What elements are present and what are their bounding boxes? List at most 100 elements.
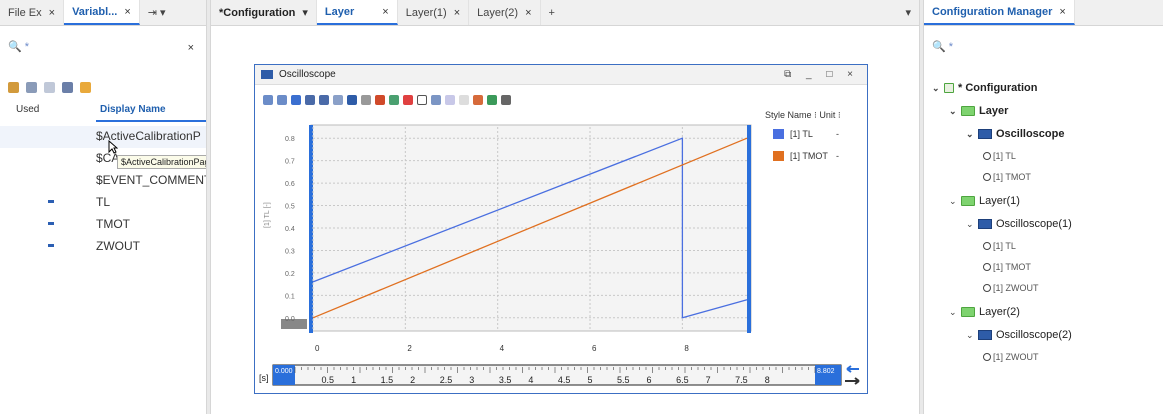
- tree-item-signal[interactable]: [1] ZWOUT: [983, 283, 1039, 293]
- tab-configuration[interactable]: *Configuration ▾: [211, 0, 317, 25]
- arrow-right-icon[interactable]: [845, 377, 860, 385]
- oscilloscope-titlebar[interactable]: Oscilloscope: [255, 65, 867, 85]
- range-start-handle[interactable]: [273, 365, 295, 385]
- table-icon[interactable]: [8, 82, 19, 93]
- filter-icon[interactable]: [44, 82, 55, 93]
- add-tab-button[interactable]: +: [541, 0, 563, 25]
- list-item[interactable]: ZWOUT: [96, 239, 140, 253]
- legend-item[interactable]: [1] TMOT -: [773, 151, 839, 161]
- close-icon[interactable]: ×: [382, 5, 389, 18]
- list-item[interactable]: TMOT: [96, 217, 130, 231]
- plus-icon: +: [548, 6, 555, 19]
- tree-item-scope[interactable]: ⌄ Oscilloscope: [966, 128, 1064, 140]
- layout-icon[interactable]: [501, 95, 511, 105]
- tab-variables[interactable]: Variabl... ×: [64, 0, 140, 25]
- frame-icon[interactable]: [417, 95, 427, 105]
- chevron-down-icon[interactable]: ⌄: [966, 218, 974, 229]
- zoom-out-icon[interactable]: [277, 95, 287, 105]
- list-item[interactable]: $CA: [96, 151, 120, 165]
- list-item[interactable]: TL: [96, 195, 111, 209]
- chevron-down-icon[interactable]: ⌄: [949, 306, 957, 317]
- chevron-down-icon[interactable]: ⌄: [949, 195, 957, 206]
- tab-configuration-manager[interactable]: Configuration Manager ×: [924, 0, 1075, 25]
- zoom-in-icon[interactable]: [263, 95, 273, 105]
- search-input[interactable]: 🔍 *: [8, 41, 30, 53]
- image-icon[interactable]: [431, 95, 441, 105]
- time-tick-label: 7.5: [735, 375, 748, 385]
- tree-icon[interactable]: [487, 95, 497, 105]
- tree-item-signal[interactable]: [1] TMOT: [983, 262, 1031, 272]
- autoscale-icon[interactable]: [291, 95, 301, 105]
- tree-item-scope[interactable]: ⌄ Oscilloscope(1): [966, 218, 1072, 230]
- grid-icon[interactable]: [389, 95, 399, 105]
- tree-item-label: [1] TL: [993, 241, 1016, 251]
- list-item[interactable]: $EVENT_COMMENT: [96, 173, 212, 187]
- chevron-down-icon[interactable]: ▾: [302, 7, 308, 19]
- window-buttons[interactable]: ⧉ _ □ ×: [784, 69, 859, 80]
- tree-item-signal[interactable]: [1] TL: [983, 151, 1016, 161]
- legend-item[interactable]: [1] TL -: [773, 129, 839, 139]
- selected-row[interactable]: [0, 126, 206, 148]
- time-axis[interactable]: [s] 0.000 8.802 0.5 1 1.5 2 2.5 3 3.5 4 4.5 5 5.5 6…: [259, 361, 863, 391]
- y-tick-label: 0.6: [285, 181, 295, 188]
- tree-item-signal[interactable]: [1] TL: [983, 241, 1016, 251]
- axis-y-icon[interactable]: [319, 95, 329, 105]
- view-menu-button[interactable]: ⇥ ▾: [140, 0, 174, 25]
- oscilloscope-window[interactable]: Oscilloscope ⧉ _ □ × 0.0 0.1 0.2 0.3 0.4 0.5 0…: [254, 64, 868, 394]
- x-tick-label: 4: [500, 344, 505, 353]
- table-icon[interactable]: [473, 95, 483, 105]
- close-icon[interactable]: ×: [453, 6, 461, 19]
- tab-label: Layer: [324, 5, 355, 18]
- copy-icon[interactable]: [333, 95, 343, 105]
- save-icon[interactable]: [347, 95, 357, 105]
- tab-layer-2[interactable]: Layer(2) ×: [469, 0, 541, 25]
- splitter[interactable]: [919, 0, 924, 414]
- chevron-down-icon[interactable]: ⌄: [932, 82, 940, 93]
- chevron-down-icon[interactable]: ⌄: [966, 128, 974, 139]
- search-input[interactable]: 🔍 *: [932, 41, 954, 53]
- tree-item-folder[interactable]: ⌄ Layer(1): [949, 195, 1020, 207]
- arrow-left-icon[interactable]: [846, 365, 859, 373]
- close-icon[interactable]: ×: [124, 5, 131, 18]
- settings-icon[interactable]: [403, 95, 413, 105]
- column-used[interactable]: Used: [16, 104, 40, 115]
- close-icon[interactable]: ×: [525, 6, 532, 19]
- y-tick-label: 0.0: [285, 316, 295, 323]
- tab-layer-1[interactable]: Layer(1) ×: [398, 0, 470, 25]
- chevron-down-icon[interactable]: ⌄: [966, 329, 974, 340]
- tree-item-root[interactable]: ⌄ * Configuration: [932, 82, 1037, 94]
- column-display-name[interactable]: Display Name: [100, 104, 166, 115]
- time-unit-label: [s]: [259, 373, 269, 383]
- print-icon[interactable]: [361, 95, 371, 105]
- link-icon[interactable]: [62, 82, 73, 93]
- x-end-bar: [747, 125, 751, 333]
- tree-item-scope[interactable]: ⌄ Oscilloscope(2): [966, 329, 1072, 341]
- splitter[interactable]: [206, 0, 211, 414]
- tab-file-explorer[interactable]: File Ex ×: [0, 0, 65, 25]
- tab-layer[interactable]: Layer ×: [316, 0, 398, 25]
- grid-icon[interactable]: [26, 82, 37, 93]
- folder-icon: [961, 196, 975, 206]
- tree-item-signal[interactable]: [1] TMOT: [983, 172, 1031, 182]
- range-end-handle[interactable]: [815, 365, 841, 385]
- marker-icon[interactable]: [445, 95, 455, 105]
- y-offset-box[interactable]: [281, 319, 307, 329]
- x-tick-label: 6: [592, 344, 597, 353]
- clear-search-icon[interactable]: ×: [187, 42, 194, 54]
- tag-icon[interactable]: [80, 82, 91, 93]
- chevron-down-icon[interactable]: ⌄: [949, 105, 957, 116]
- x-tick-label: 8: [684, 344, 689, 353]
- tree-item-folder[interactable]: ⌄ Layer: [949, 105, 1008, 117]
- time-tick-label: 5: [587, 375, 592, 385]
- tab-overflow-button[interactable]: ▾: [897, 0, 919, 25]
- tab-label: Variabl...: [72, 5, 118, 18]
- axis-x-icon[interactable]: [305, 95, 315, 105]
- cursor-icon[interactable]: [375, 95, 385, 105]
- close-icon[interactable]: ×: [48, 6, 56, 19]
- play-icon[interactable]: [459, 95, 469, 105]
- list-item[interactable]: $ActiveCalibrationP: [96, 129, 201, 143]
- tree-item-folder[interactable]: ⌄ Layer(2): [949, 306, 1020, 318]
- oscilloscope-plot[interactable]: 0.0 0.1 0.2 0.3 0.4 0.5 0.6 0.7 0.8 0 2 4 6 8 [1] TL…: [261, 123, 753, 357]
- close-icon[interactable]: ×: [1059, 5, 1066, 18]
- tree-item-signal[interactable]: [1] ZWOUT: [983, 352, 1039, 362]
